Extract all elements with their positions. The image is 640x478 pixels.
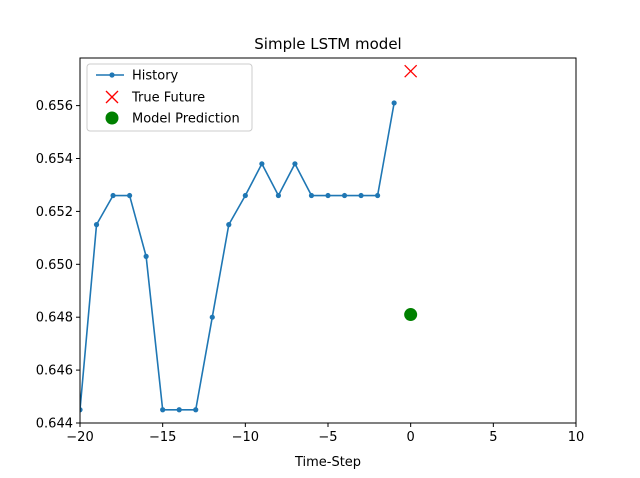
true-future-point xyxy=(404,64,418,78)
legend-box xyxy=(86,63,253,132)
x-tick-label: −5 xyxy=(318,430,337,445)
y-tick-label: 0.644 xyxy=(36,417,73,432)
y-tick-label: 0.656 xyxy=(36,99,73,114)
series-history-point xyxy=(226,222,232,228)
series-history-point xyxy=(176,407,182,413)
chart-title: Simple LSTM model xyxy=(254,35,401,53)
series-history-point xyxy=(80,407,83,413)
series-history-point xyxy=(341,192,348,199)
series-history-point xyxy=(259,161,265,167)
y-tick-label: 0.646 xyxy=(36,364,73,379)
series-history-point xyxy=(375,192,381,199)
series-history-point xyxy=(209,314,215,320)
y-tick-label: 0.654 xyxy=(36,152,73,167)
series-history-point xyxy=(242,192,248,199)
series-history-point xyxy=(325,192,331,199)
series-history-point xyxy=(391,100,397,106)
x-tick-label: −20 xyxy=(66,430,93,445)
legend-true-future-swatch xyxy=(105,90,119,104)
series-history-point xyxy=(275,192,281,199)
x-tick-label: 10 xyxy=(568,430,585,445)
axis-ticks: −20 −15 −10 −5 0 5 10 0.644 0.646 0.648 0.650 0.652… xyxy=(36,99,584,445)
legend-label: History xyxy=(132,69,179,84)
legend-history-marker xyxy=(109,72,115,78)
legend-model-prediction-swatch xyxy=(105,111,119,125)
plot-area xyxy=(80,64,418,413)
series-history-point xyxy=(127,192,133,199)
series-history-point xyxy=(143,253,149,259)
series-history-point xyxy=(193,407,199,413)
series-history-line xyxy=(80,102,395,411)
model-prediction-point xyxy=(404,308,418,322)
legend-label: True Future xyxy=(131,91,205,106)
y-tick-label: 0.652 xyxy=(36,205,73,220)
series-history-point xyxy=(292,161,298,167)
y-tick-label: 0.650 xyxy=(36,258,73,273)
x-axis-label: Time-Step xyxy=(294,455,361,470)
series-history-point xyxy=(308,192,315,199)
x-tick-label: −10 xyxy=(232,430,259,445)
series-history-point xyxy=(160,407,166,413)
legend-label: Model Prediction xyxy=(132,112,240,127)
legend: History True Future Model Prediction xyxy=(86,63,253,132)
series-history-point xyxy=(358,192,364,199)
series-history-point xyxy=(93,222,100,228)
y-tick-label: 0.648 xyxy=(36,311,73,326)
series-history-point xyxy=(110,192,116,199)
x-tick-label: 0 xyxy=(407,430,415,445)
x-tick-label: −15 xyxy=(149,430,176,445)
x-tick-label: 5 xyxy=(489,430,497,445)
